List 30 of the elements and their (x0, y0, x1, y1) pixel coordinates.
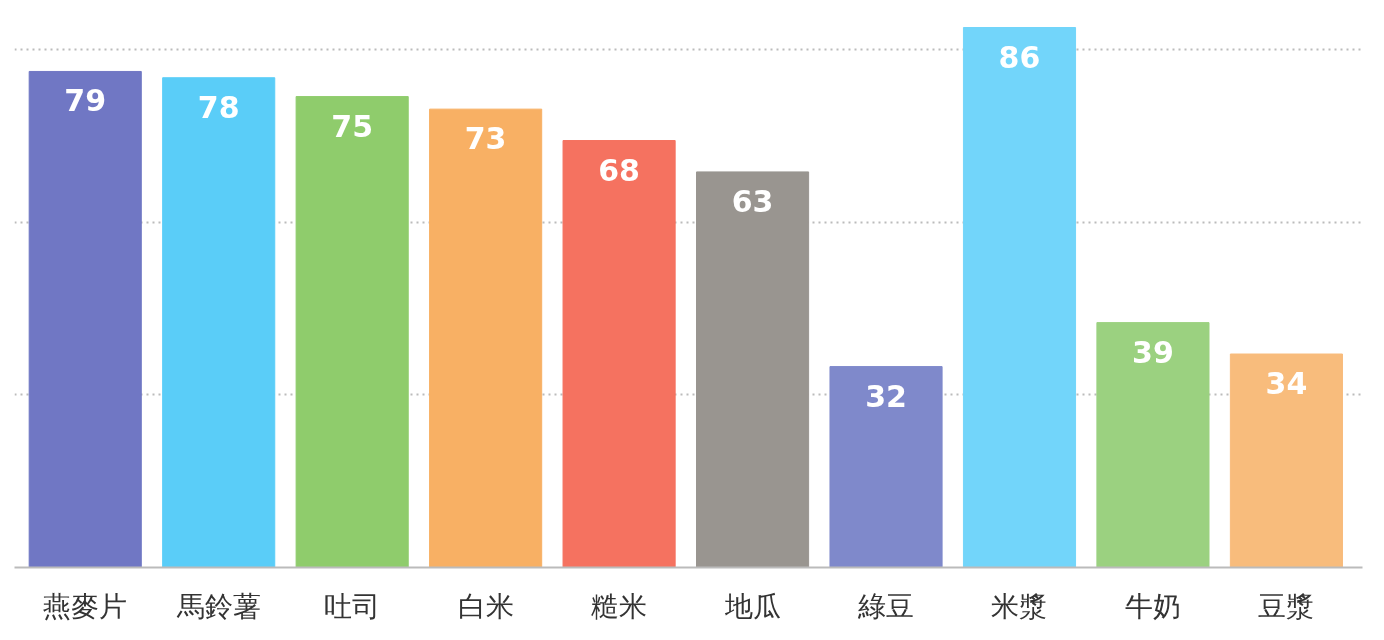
data-label: 75 (331, 108, 374, 144)
data-label: 68 (598, 152, 640, 188)
x-tick-label: 豆漿 (1258, 589, 1315, 623)
data-label: 39 (1132, 334, 1174, 370)
data-label: 78 (197, 89, 240, 125)
bar (429, 108, 543, 568)
x-tick-label: 牛奶 (1124, 589, 1181, 623)
bar (295, 96, 409, 568)
x-tick-label: 馬鈴薯 (175, 589, 261, 623)
x-tick-label: 糙米 (591, 589, 648, 623)
data-label: 86 (998, 39, 1041, 75)
data-label: 63 (731, 183, 774, 219)
bar (28, 70, 142, 568)
bar (829, 366, 943, 568)
x-tick-label: 綠豆 (857, 589, 915, 623)
bar (162, 77, 276, 568)
x-tick-label: 燕麥片 (43, 589, 128, 623)
data-label: 79 (64, 83, 107, 119)
bar (562, 140, 676, 568)
bar (696, 171, 810, 568)
x-tick-label: 白米 (457, 589, 514, 623)
bar (962, 27, 1077, 568)
x-tick-label: 地瓜 (723, 589, 781, 623)
data-label: 34 (1265, 366, 1308, 402)
x-tick-label: 吐司 (324, 589, 381, 623)
data-label: 73 (464, 121, 507, 157)
x-tick-label: 米漿 (991, 589, 1048, 623)
data-label: 32 (865, 378, 907, 414)
bar (1229, 353, 1343, 568)
bar (1096, 322, 1210, 568)
